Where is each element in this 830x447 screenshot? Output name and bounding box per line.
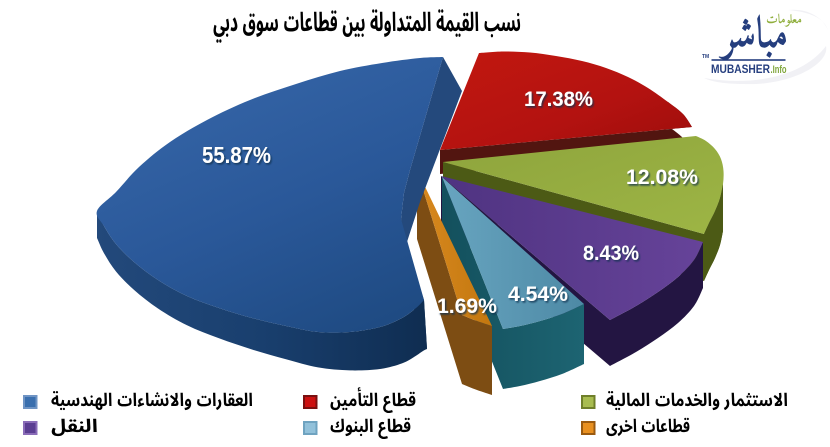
svg-text:4.54%: 4.54% [508, 283, 568, 306]
svg-text:55.87%: 55.87% [202, 142, 271, 168]
svg-text:.Info: .Info [771, 64, 787, 76]
svg-text:12.08%: 12.08% [626, 166, 698, 189]
svg-text:1.69%: 1.69% [437, 295, 497, 318]
svg-text:8.43%: 8.43% [583, 242, 639, 265]
svg-text:TM: TM [702, 54, 709, 60]
svg-text:MUBASHER: MUBASHER [711, 62, 770, 76]
svg-text:17.38%: 17.38% [524, 88, 593, 111]
